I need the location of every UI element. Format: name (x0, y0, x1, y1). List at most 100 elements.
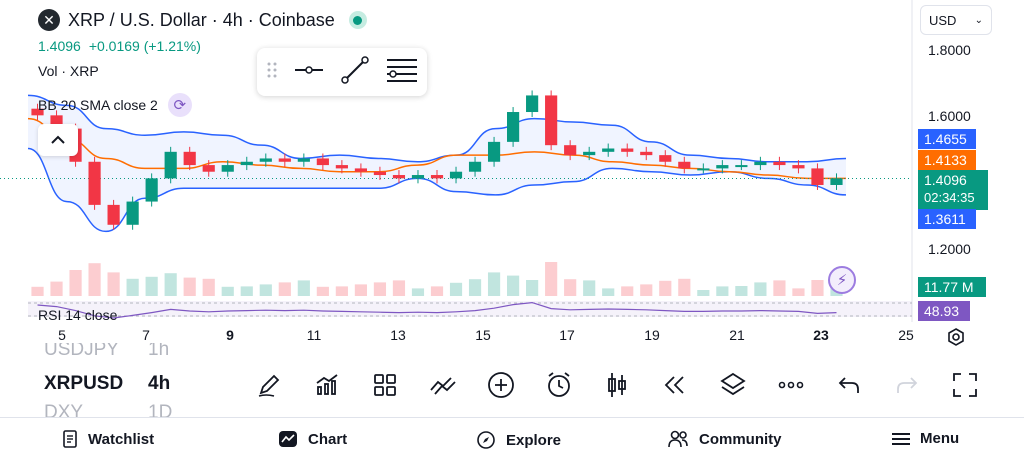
volume-bar (659, 280, 672, 296)
layouts-button[interactable] (366, 366, 404, 404)
volume-bar (716, 286, 729, 296)
xrp-logo-icon: ✕ (38, 9, 60, 31)
candle-body (392, 175, 406, 179)
candle-body (221, 165, 234, 172)
replay-button[interactable] (656, 366, 694, 404)
candle-body (507, 112, 520, 142)
nav-explore-label: Explore (506, 431, 562, 449)
chart-header: ✕ XRP / U.S. Dollar · 4h · Coinbase (38, 9, 367, 31)
volume-bar (792, 288, 805, 296)
bollinger-band-fill (28, 95, 846, 232)
picker-row-next[interactable]: DXY 1D (44, 402, 172, 417)
nav-menu[interactable]: Menu (892, 430, 959, 447)
volume-bar (640, 284, 653, 296)
price-summary: 1.4096 +0.0169 (+1.21%) (38, 38, 201, 54)
volume-bar (240, 286, 253, 296)
settings-hexagon-icon (948, 328, 964, 346)
time-axis-label: 21 (729, 327, 745, 343)
rsi-tag: 48.93 (918, 301, 970, 321)
candle-body (259, 158, 272, 162)
rsi-legend-label[interactable]: RSI 14 close (38, 307, 118, 323)
objects-tree-button[interactable] (714, 366, 752, 404)
community-icon (668, 430, 688, 448)
volume-bar (354, 284, 367, 296)
draw-tool-button[interactable] (250, 366, 288, 404)
candle-body (126, 201, 139, 225)
volume-bar (449, 282, 463, 296)
more-drawings-icon[interactable] (387, 57, 417, 88)
nav-explore[interactable]: Explore (476, 430, 561, 450)
volume-bar (735, 286, 748, 296)
picker-row-prev[interactable]: USDJPY 1h (44, 343, 169, 361)
nav-watchlist[interactable]: Watchlist (62, 430, 154, 448)
picker-symbol: XRPUSD (44, 373, 124, 394)
refresh-icon[interactable]: ⟳ (167, 93, 192, 117)
symbol-interval-picker[interactable]: USDJPY 1h XRPUSD 4h DXY 1D (0, 343, 200, 417)
volume-bar (487, 272, 501, 296)
volume-bar (164, 273, 177, 296)
volume-bar (430, 286, 444, 296)
candle-body (735, 165, 748, 168)
plus-circle-icon (488, 372, 514, 398)
fullscreen-icon (953, 373, 977, 397)
indicators-button[interactable] (308, 366, 346, 404)
candle-body (583, 151, 596, 156)
collapse-legend-button[interactable] (38, 124, 78, 156)
last-price: 1.4096 (38, 38, 81, 54)
chart-settings-button[interactable] (944, 325, 968, 349)
nav-community[interactable]: Community (667, 430, 782, 448)
drawing-toolbar-popup (257, 48, 427, 96)
volume-bar (773, 280, 786, 296)
candle-body (754, 161, 767, 166)
lightning-icon[interactable]: ⚡ (828, 266, 856, 294)
price-axis-label: 1.2000 (928, 241, 971, 257)
fullscreen-button[interactable] (946, 366, 984, 404)
candle-body (411, 175, 425, 179)
picker-interval: 4h (148, 373, 171, 394)
compare-button[interactable] (424, 366, 462, 404)
volume-bar (411, 288, 425, 296)
horizontal-line-tool-icon[interactable] (295, 63, 323, 82)
alert-button[interactable] (540, 366, 578, 404)
chevron-up-icon (51, 135, 65, 144)
symbol-title[interactable]: XRP / U.S. Dollar · 4h · Coinbase (68, 9, 335, 30)
volume-bar (107, 272, 120, 296)
volume-bar (373, 282, 387, 296)
nav-community-label: Community (699, 430, 782, 448)
volume-legend-label: Vol · XRP (38, 63, 99, 79)
candle-body (354, 168, 367, 172)
drag-handle-icon[interactable] (267, 61, 277, 84)
time-axis-label: 11 (306, 327, 322, 343)
volume-legend[interactable]: Vol · XRP (38, 63, 99, 79)
volume-bar (621, 286, 634, 296)
candle-body (811, 168, 824, 185)
nav-chart[interactable]: Chart (278, 430, 347, 448)
currency-select[interactable]: USD ⌄ (920, 5, 992, 35)
candle-body (107, 204, 120, 225)
add-button[interactable] (482, 366, 520, 404)
volume-bar (88, 263, 101, 296)
bb-lower-tag: 1.3611 (918, 209, 976, 229)
candle-body (297, 158, 310, 162)
redo-icon (897, 377, 918, 393)
time-axis-label: 17 (559, 327, 575, 343)
volume-bar (202, 278, 215, 296)
chevron-down-icon: ⌄ (974, 14, 983, 26)
picker-row-current[interactable]: XRPUSD 4h (44, 373, 170, 395)
bollinger-legend[interactable]: BB 20 SMA close 2 ⟳ (38, 93, 192, 117)
volume-bar (316, 286, 329, 296)
more-button[interactable] (772, 366, 810, 404)
candle-body (240, 161, 253, 166)
picker-symbol: USDJPY (44, 343, 119, 360)
undo-button[interactable] (830, 366, 868, 404)
compass-icon (477, 431, 495, 449)
chart-type-button[interactable] (598, 366, 636, 404)
time-axis-label: 23 (813, 327, 829, 343)
trend-line-tool-icon[interactable] (341, 55, 369, 89)
candle-body (545, 95, 558, 146)
volume-bar (335, 286, 348, 296)
volume-bar (754, 282, 767, 296)
volume-bar (126, 278, 139, 296)
redo-button[interactable] (888, 366, 926, 404)
picker-symbol: DXY (44, 402, 84, 417)
